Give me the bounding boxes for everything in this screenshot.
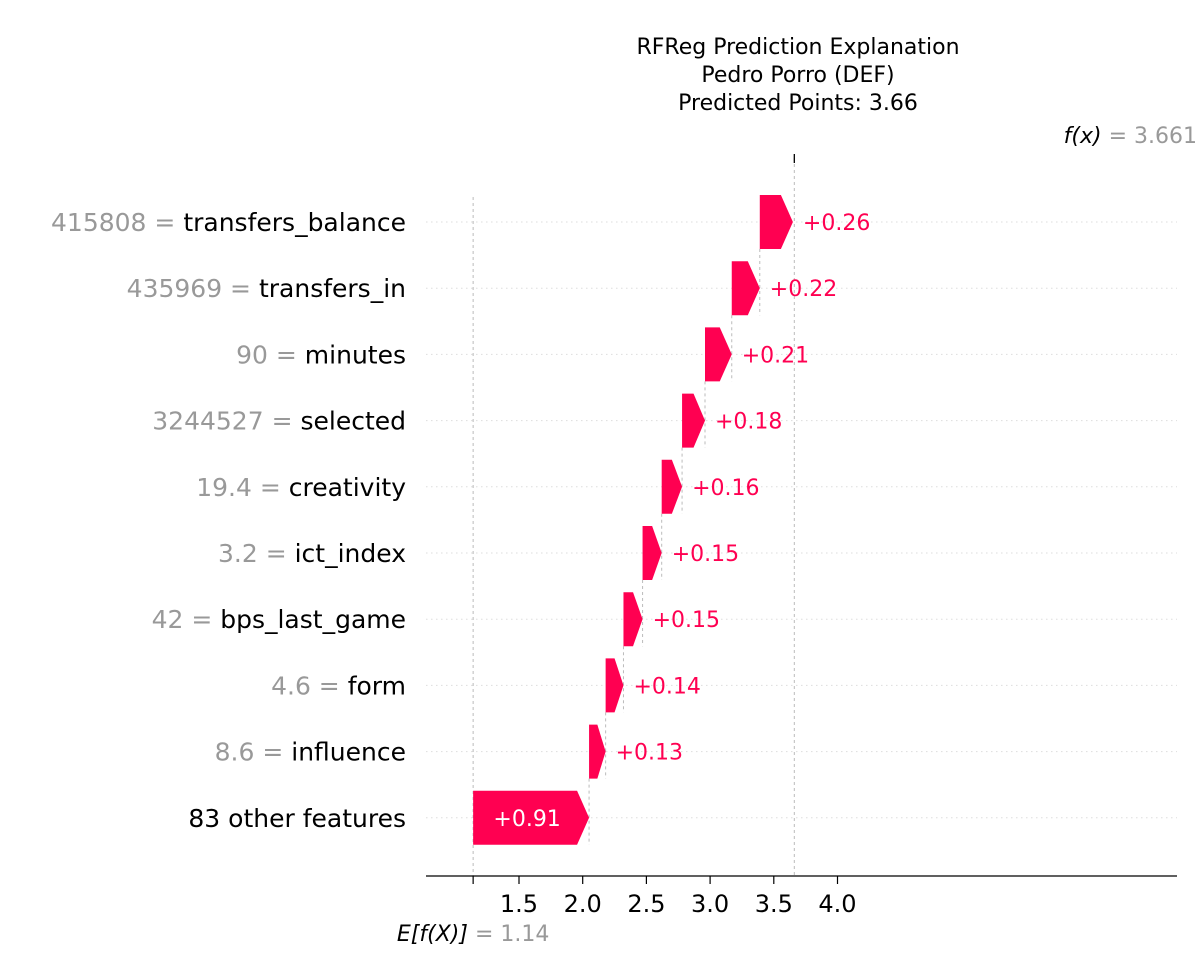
base-value-text: = 1.14: [475, 922, 549, 947]
x-tick-label: 1.5: [500, 890, 538, 918]
feature-label: 3.2 = ict_index: [218, 539, 406, 568]
feature-value: 19.4 =: [196, 473, 289, 502]
contribution-bar: [661, 459, 683, 514]
x-tick-label: 2.5: [627, 890, 665, 918]
feature-name: minutes: [305, 340, 406, 369]
contribution-bars: [473, 195, 793, 845]
fx-label: f(x): [1064, 124, 1109, 149]
feature-label: 415808 = transfers_balance: [51, 208, 406, 237]
feature-label: 90 = minutes: [236, 340, 406, 369]
feature-value: 90 =: [236, 340, 305, 369]
x-tick-label: 2.0: [564, 890, 602, 918]
base-value-annotation: E[f(X)] = 1.14: [397, 922, 549, 947]
contribution-bar: [642, 526, 662, 580]
feature-name: transfers_balance: [183, 208, 406, 237]
x-tick-label: 3.5: [755, 890, 793, 918]
contribution-label: +0.14: [633, 674, 700, 699]
feature-value: 3.2 =: [218, 539, 295, 568]
contribution-bar: [623, 592, 643, 647]
feature-value: 3244527 =: [152, 407, 300, 436]
contribution-label: +0.13: [616, 741, 683, 766]
feature-name: influence: [291, 738, 406, 767]
feature-label: 8.6 = influence: [215, 738, 406, 767]
row-gridlines: [426, 221, 1177, 819]
contribution-label: +0.15: [653, 608, 720, 633]
feature-name: 83 other features: [188, 804, 406, 833]
x-tick-label: 3.0: [691, 890, 729, 918]
contribution-bar: [705, 327, 732, 382]
feature-name: form: [348, 671, 406, 700]
chart-title: RFReg Prediction Explanation Pedro Porro…: [636, 35, 959, 116]
feature-label: 435969 = transfers_in: [127, 274, 406, 303]
contribution-bar: [731, 261, 760, 316]
feature-label: 19.4 = creativity: [196, 473, 406, 502]
feature-name: creativity: [289, 473, 406, 502]
feature-label: 4.6 = form: [271, 671, 406, 700]
contribution-bar: [473, 790, 590, 845]
contribution-label: +0.18: [715, 410, 782, 435]
contribution-bar: [759, 195, 793, 249]
feature-value: 42 =: [152, 605, 221, 634]
contribution-bar: [605, 658, 624, 713]
x-axis: 1.5 2.0 2.5 3.0 3.5 4.0: [426, 875, 1177, 918]
contribution-label: +0.26: [803, 211, 870, 236]
contribution-bar: [682, 393, 706, 448]
title-line-1: RFReg Prediction Explanation: [636, 35, 959, 60]
feature-label: 3244527 = selected: [152, 407, 406, 436]
feature-name: selected: [300, 407, 406, 436]
feature-labels: +0.26 415808 = transfers_balance +0.22 4359…: [51, 208, 870, 833]
base-label: E[f(X)]: [397, 922, 475, 947]
feature-value: 435969 =: [127, 274, 259, 303]
contribution-bar: [589, 724, 606, 779]
feature-name: ict_index: [295, 539, 406, 568]
title-line-3: Predicted Points: 3.66: [678, 91, 918, 116]
bar-connectors: [472, 154, 795, 876]
feature-value: 415808 =: [51, 208, 183, 237]
feature-value: 8.6 =: [215, 738, 292, 767]
contribution-label: +0.15: [672, 542, 739, 567]
title-line-2: Pedro Porro (DEF): [701, 63, 894, 88]
contribution-label: +0.91: [493, 807, 560, 832]
feature-value: 4.6 =: [271, 671, 348, 700]
feature-label: 83 other features: [188, 804, 406, 833]
feature-name: bps_last_game: [220, 605, 406, 634]
contribution-label: +0.16: [692, 476, 759, 501]
feature-name: transfers_in: [259, 274, 406, 303]
fx-value-annotation: f(x) = 3.661: [1064, 124, 1197, 149]
contribution-label: +0.22: [770, 277, 837, 302]
feature-label: 42 = bps_last_game: [152, 605, 406, 634]
x-tick-label: 4.0: [818, 890, 856, 918]
value-annotations: E[f(X)] = 1.14 f(x) = 3.661: [397, 124, 1197, 947]
contribution-label: +0.21: [742, 343, 809, 368]
fx-value-text: = 3.661: [1109, 124, 1197, 149]
